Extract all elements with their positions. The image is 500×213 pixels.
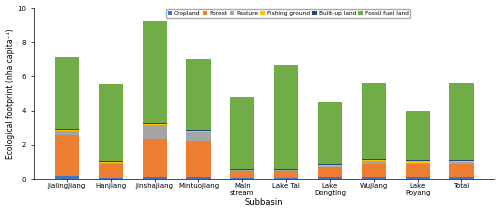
Bar bbox=[318, 102, 342, 164]
Bar bbox=[230, 97, 254, 169]
Bar bbox=[406, 164, 429, 177]
Bar bbox=[406, 161, 429, 163]
Bar bbox=[362, 177, 386, 179]
Bar bbox=[142, 124, 167, 125]
Bar bbox=[450, 161, 473, 162]
Bar bbox=[142, 125, 167, 139]
Bar bbox=[98, 84, 123, 161]
Legend: Cropland, Forest, Pasture, Fishing ground, Built-up land, Fossil fuel land: Cropland, Forest, Pasture, Fishing groun… bbox=[166, 9, 410, 18]
Bar bbox=[98, 163, 123, 164]
Bar bbox=[362, 164, 386, 177]
Bar bbox=[186, 177, 210, 179]
Bar bbox=[450, 162, 473, 164]
X-axis label: Subbasin: Subbasin bbox=[245, 199, 284, 207]
Bar bbox=[406, 163, 429, 164]
Bar bbox=[186, 141, 210, 177]
Bar bbox=[230, 170, 254, 171]
Bar bbox=[98, 178, 123, 179]
Bar bbox=[406, 160, 429, 161]
Bar bbox=[406, 177, 429, 179]
Bar bbox=[142, 177, 167, 179]
Bar bbox=[406, 111, 429, 160]
Bar bbox=[318, 177, 342, 179]
Bar bbox=[274, 178, 298, 179]
Bar bbox=[362, 159, 386, 160]
Bar bbox=[142, 21, 167, 124]
Bar bbox=[98, 164, 123, 178]
Bar bbox=[98, 162, 123, 163]
Bar bbox=[450, 160, 473, 161]
Bar bbox=[450, 164, 473, 177]
Bar bbox=[274, 170, 298, 171]
Bar bbox=[318, 165, 342, 166]
Bar bbox=[450, 177, 473, 179]
Bar bbox=[55, 130, 79, 131]
Bar bbox=[55, 176, 79, 179]
Bar bbox=[142, 139, 167, 177]
Bar bbox=[274, 171, 298, 178]
Bar bbox=[450, 83, 473, 160]
Bar bbox=[55, 57, 79, 130]
Bar bbox=[186, 59, 210, 130]
Bar bbox=[186, 131, 210, 132]
Y-axis label: Ecological footprint (nha capita⁻¹): Ecological footprint (nha capita⁻¹) bbox=[6, 28, 15, 159]
Bar bbox=[230, 178, 254, 179]
Bar bbox=[274, 65, 298, 169]
Bar bbox=[98, 161, 123, 162]
Bar bbox=[186, 132, 210, 141]
Bar bbox=[362, 83, 386, 159]
Bar bbox=[55, 131, 79, 135]
Bar bbox=[362, 160, 386, 161]
Bar bbox=[318, 164, 342, 165]
Bar bbox=[362, 161, 386, 164]
Bar bbox=[318, 166, 342, 167]
Bar bbox=[186, 130, 210, 131]
Bar bbox=[318, 167, 342, 177]
Bar bbox=[274, 169, 298, 170]
Bar bbox=[55, 135, 79, 176]
Bar bbox=[230, 171, 254, 178]
Bar bbox=[230, 169, 254, 170]
